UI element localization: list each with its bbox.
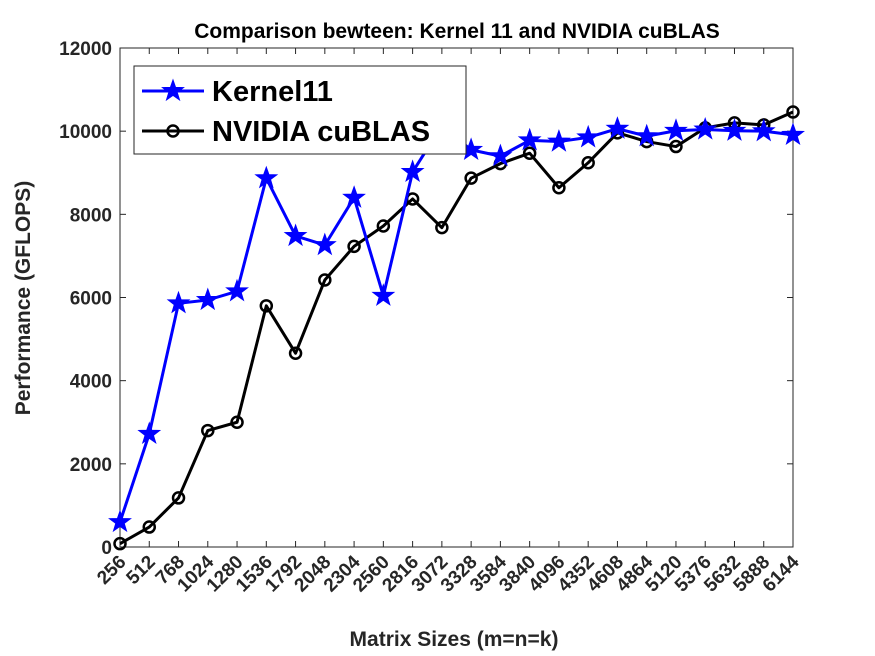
legend-marker: [166, 124, 180, 138]
chart-title: Comparison bewteen: Kernel 11 and NVIDIA…: [194, 20, 720, 43]
legend: Kernel11 NVIDIA cuBLAS: [133, 65, 467, 155]
data-point: [376, 219, 391, 233]
legend-box: [133, 65, 467, 155]
data-point: [781, 122, 805, 146]
data-point: [464, 171, 478, 185]
data-point: [552, 180, 566, 195]
y-tick-label: 8000: [70, 205, 112, 226]
data-point: [195, 287, 220, 311]
data-point: [283, 223, 308, 247]
data-point: [318, 273, 332, 287]
legend-label: Kernel11: [212, 76, 333, 108]
data-point: [137, 421, 162, 445]
data-point: [312, 232, 337, 256]
data-point: [693, 116, 718, 140]
data-point: [166, 290, 191, 314]
data-point: [605, 116, 630, 139]
data-point: [400, 159, 425, 183]
legend-marker: [161, 78, 185, 102]
y-tick-label: 6000: [70, 289, 112, 310]
data-point: [142, 520, 157, 534]
y-tick-label: 0: [101, 538, 112, 559]
data-point: [786, 105, 800, 119]
series-kernel11: [108, 113, 805, 533]
data-point: [230, 415, 244, 429]
y-tick-label: 12000: [59, 39, 112, 60]
data-point: [751, 118, 776, 142]
data-point: [371, 283, 396, 306]
data-point: [435, 220, 449, 235]
data-point: [171, 491, 186, 505]
data-point: [288, 346, 303, 360]
data-point: [634, 123, 659, 147]
data-point: [342, 185, 366, 208]
data-point: [517, 127, 542, 151]
data-point: [113, 536, 127, 551]
data-point: [669, 139, 683, 154]
y-tick-label: 2000: [70, 455, 112, 476]
data-point: [259, 299, 274, 313]
data-point: [576, 124, 601, 148]
y-tick-label: 10000: [59, 122, 112, 143]
y-axis-label: Performance (GFLOPS): [12, 181, 35, 416]
y-axis: 0 2000 4000 6000 8000 10000 12000: [59, 39, 793, 559]
data-point: [488, 143, 513, 167]
data-point: [201, 423, 215, 438]
data-point: [522, 146, 537, 160]
series-layer: [108, 105, 805, 551]
data-point: [254, 165, 279, 189]
x-axis-label: Matrix Sizes (m=n=k): [350, 628, 559, 651]
data-point: [581, 156, 595, 170]
data-point: [664, 118, 688, 141]
data-point: [225, 278, 249, 302]
y-tick-label: 4000: [70, 372, 112, 393]
legend-label: NVIDIA cuBLAS: [212, 116, 430, 148]
data-point: [108, 509, 132, 533]
data-point: [547, 129, 571, 152]
data-point: [347, 239, 361, 254]
data-point: [722, 118, 747, 141]
